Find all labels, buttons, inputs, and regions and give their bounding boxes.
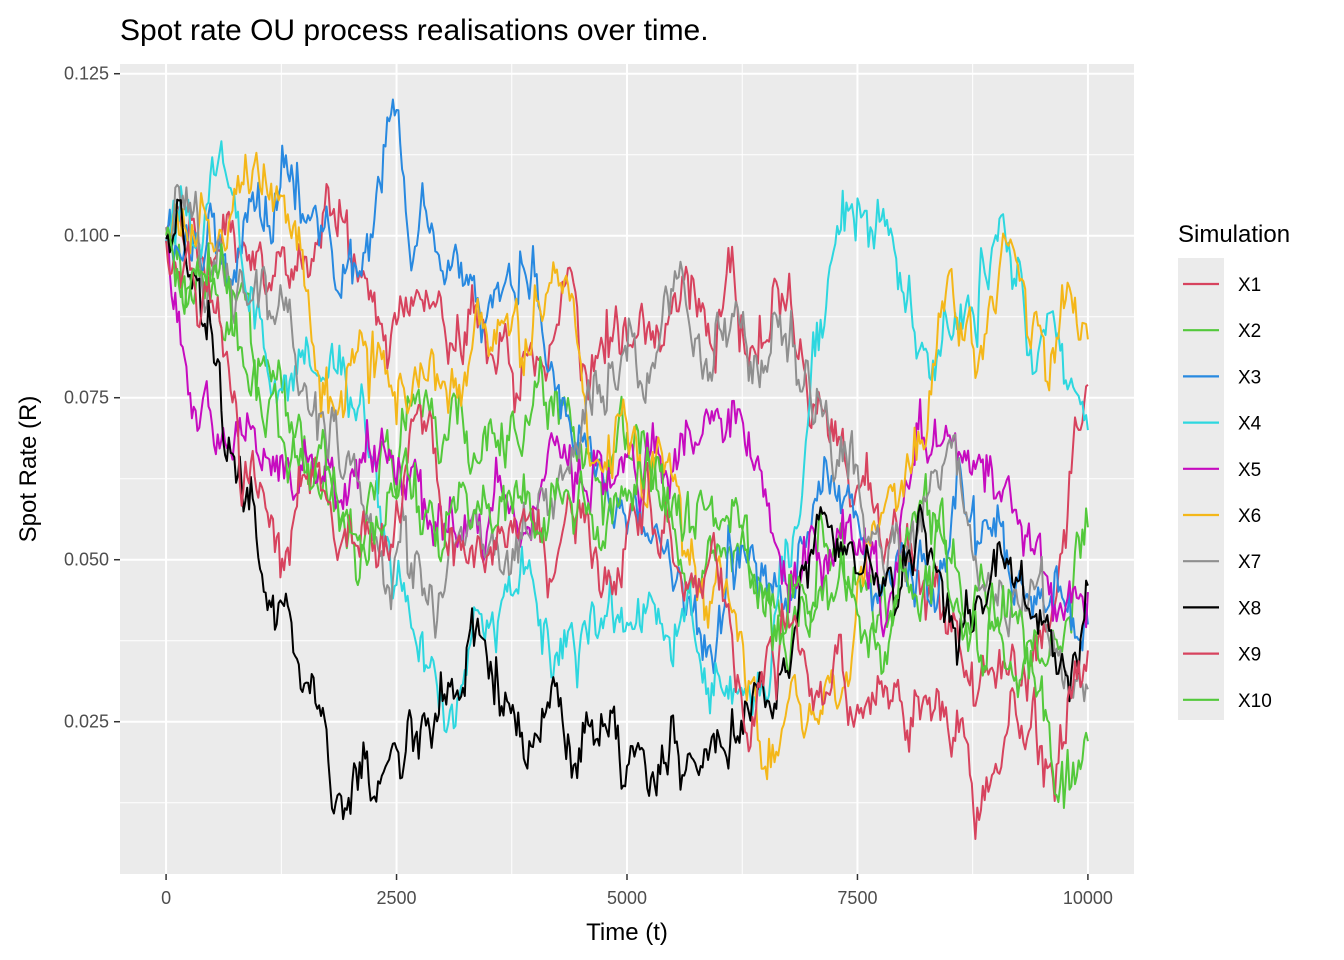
legend-label-x5: X5 <box>1238 460 1261 481</box>
series-layer <box>165 98 1089 840</box>
x-tick-label: 5000 <box>607 888 647 908</box>
series-line-x7 <box>165 183 1089 703</box>
chart-title: Spot rate OU process realisations over t… <box>120 14 709 47</box>
y-tick-label: 0.025 <box>64 712 109 732</box>
legend-label-x10: X10 <box>1238 691 1272 712</box>
x-tick-label: 10000 <box>1063 888 1113 908</box>
y-tick-label: 0.075 <box>64 388 109 408</box>
legend-title: Simulation <box>1178 221 1290 248</box>
legend-label-x7: X7 <box>1238 552 1261 573</box>
legend-label-x9: X9 <box>1238 645 1261 666</box>
series-line-x9 <box>165 240 1089 840</box>
series-line-x6 <box>165 151 1089 781</box>
y-tick-label: 0.050 <box>64 550 109 570</box>
series-line-x10 <box>165 226 1089 809</box>
legend-label-x4: X4 <box>1238 414 1262 435</box>
x-tick-label: 2500 <box>377 888 417 908</box>
y-tick-label: 0.125 <box>64 64 109 84</box>
legend-label-x6: X6 <box>1238 506 1261 527</box>
x-axis-title: Time (t) <box>586 919 668 946</box>
y-tick-label: 0.100 <box>64 226 109 246</box>
legend-label-x8: X8 <box>1238 598 1261 619</box>
legend-label-x2: X2 <box>1238 321 1261 342</box>
axis-layer: 0 2500 5000 7500 10000 0.025 0.050 0.075 0.100 0.… <box>64 64 1113 908</box>
legend-label-x1: X1 <box>1238 275 1261 296</box>
y-axis-title: Spot Rate (R) <box>15 396 42 543</box>
x-tick-label: 7500 <box>837 888 877 908</box>
legend-key-background <box>1178 258 1224 720</box>
legend-label-x3: X3 <box>1238 367 1261 388</box>
x-tick-label: 0 <box>161 888 171 908</box>
legend: X1 X2 X3 X4 X5 X6 X7 X8 X9 X10 <box>1183 275 1272 712</box>
